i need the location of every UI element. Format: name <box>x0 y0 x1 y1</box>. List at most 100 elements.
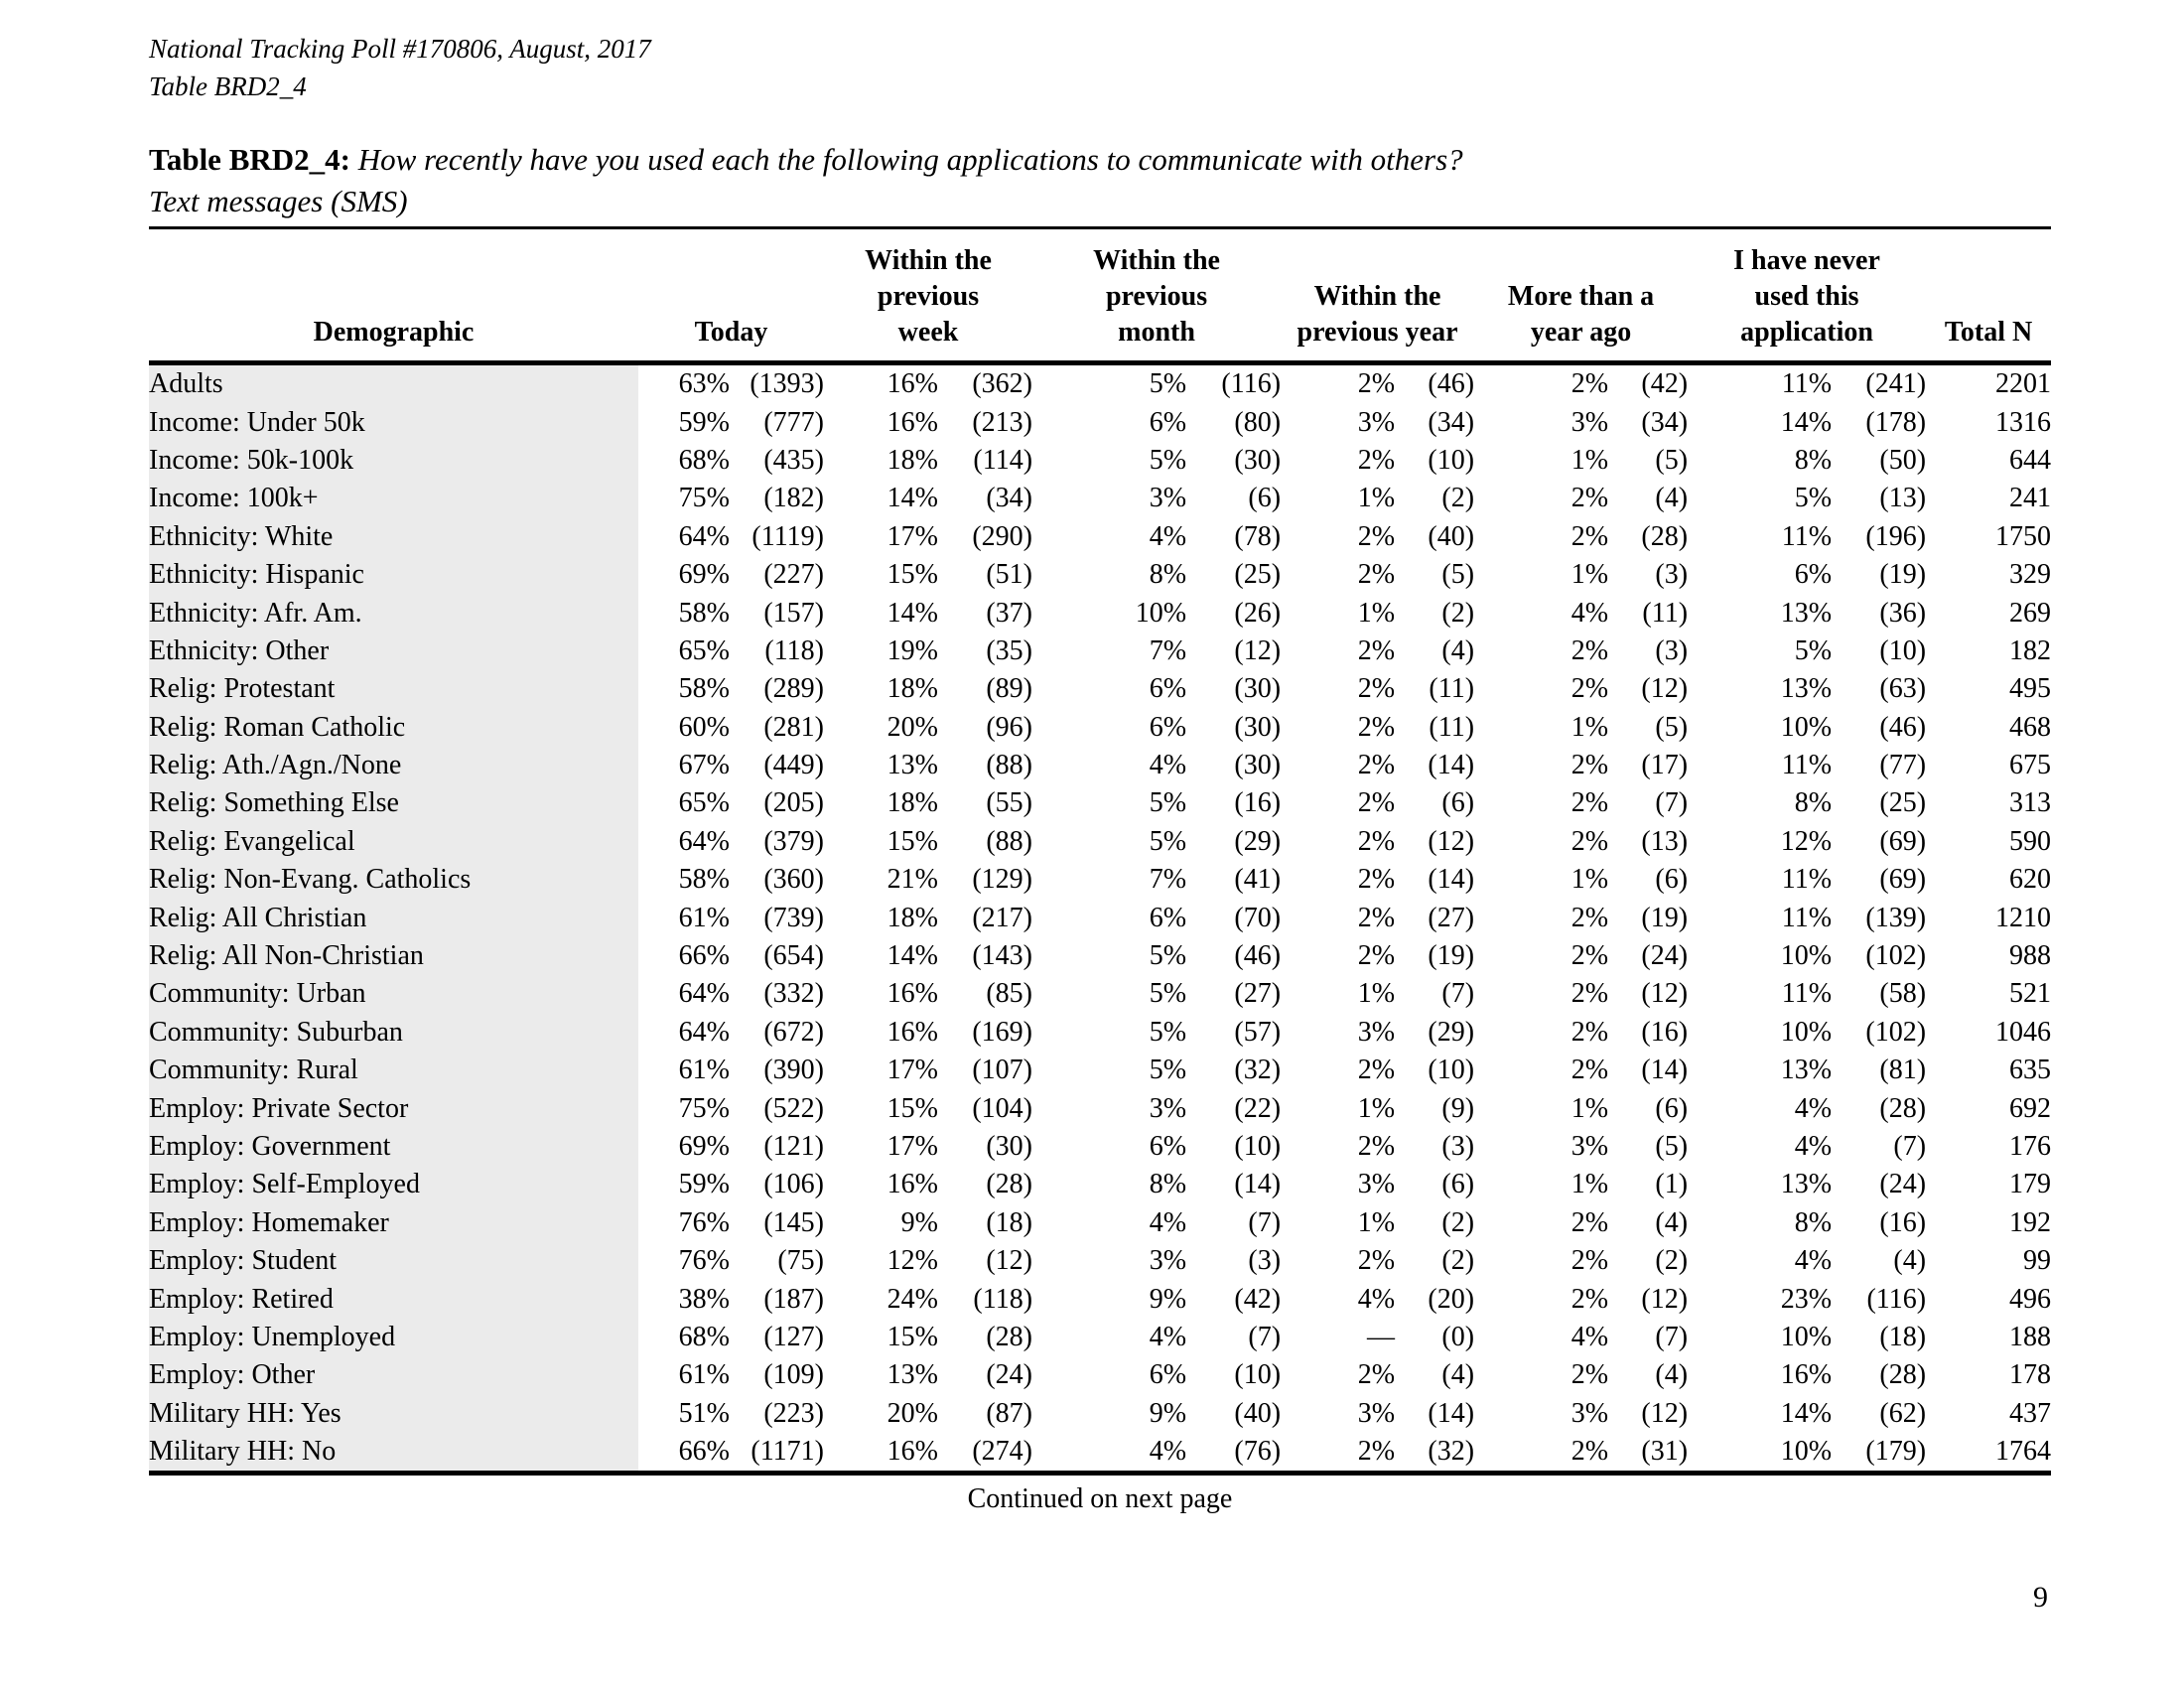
moreyear-n: (2) <box>1655 1245 1689 1277</box>
moreyear-n: (42) <box>1641 368 1689 400</box>
year-n: (6) <box>1441 787 1475 819</box>
moreyear-pct: 3% <box>1570 1131 1609 1162</box>
year-pct: 1% <box>1357 597 1396 629</box>
month-pct: 4% <box>1149 1206 1187 1238</box>
never-n: (4) <box>1893 1245 1927 1277</box>
today-n: (118) <box>764 634 824 666</box>
never-pct: 14% <box>1780 406 1833 438</box>
never-n: (178) <box>1865 406 1927 438</box>
week-n: (55) <box>986 787 1033 819</box>
moreyear-pct: 4% <box>1570 597 1609 629</box>
week-pct: 12% <box>887 1245 938 1277</box>
year-n: (27) <box>1428 902 1475 933</box>
week-n: (30) <box>986 1131 1033 1162</box>
week-pct: 16% <box>887 1169 938 1200</box>
table-row: Income: 50k-100k 68% (435) 18% (114) 5% (30) 2%… <box>149 441 2051 481</box>
table-row: Employ: Homemaker 76% (145) 9% (18) 4% (7) 1% (2… <box>149 1203 2051 1242</box>
month-n: (116) <box>1221 368 1282 400</box>
total-n: 313 <box>2009 787 2052 819</box>
week-n: (217) <box>972 902 1033 933</box>
year-pct: 3% <box>1357 406 1396 438</box>
total-n: 620 <box>2009 864 2052 896</box>
today-n: (106) <box>763 1169 824 1200</box>
today-n: (223) <box>763 1397 824 1429</box>
today-n: (227) <box>763 559 824 591</box>
never-pct: 10% <box>1780 1016 1833 1048</box>
today-n: (1393) <box>750 368 824 400</box>
total-n: 329 <box>2009 559 2052 591</box>
table-row: Employ: Retired 38% (187) 24% (118) 9% (42) 4% (… <box>149 1280 2051 1319</box>
never-n: (19) <box>1879 559 1927 591</box>
moreyear-n: (6) <box>1655 1092 1689 1124</box>
total-n: 437 <box>2009 1397 2052 1429</box>
today-n: (289) <box>763 673 824 705</box>
total-n: 1210 <box>1995 902 2052 933</box>
header-more-than-year: More than a year ago <box>1507 281 1655 348</box>
table-row: Ethnicity: White 64% (1119) 17% (290) 4% (78) 2… <box>149 517 2051 556</box>
year-pct: 4% <box>1357 1283 1396 1315</box>
never-n: (10) <box>1879 634 1927 666</box>
year-pct: 3% <box>1357 1016 1396 1048</box>
year-n: (7) <box>1441 978 1475 1010</box>
moreyear-n: (11) <box>1642 597 1689 629</box>
week-n: (37) <box>986 597 1033 629</box>
moreyear-pct: 1% <box>1570 1092 1609 1124</box>
month-pct: 8% <box>1149 1169 1187 1200</box>
never-n: (63) <box>1879 673 1927 705</box>
week-n: (51) <box>986 559 1033 591</box>
never-n: (28) <box>1879 1359 1927 1391</box>
month-n: (30) <box>1234 750 1282 781</box>
continued-note: Continued on next page <box>967 1483 1233 1515</box>
year-pct: 2% <box>1357 940 1396 972</box>
week-pct: 24% <box>887 1283 938 1315</box>
week-n: (143) <box>972 940 1033 972</box>
today-n: (205) <box>763 787 824 819</box>
moreyear-pct: 2% <box>1570 978 1609 1010</box>
moreyear-n: (12) <box>1641 1397 1689 1429</box>
today-pct: 75% <box>678 1092 730 1124</box>
today-n: (672) <box>763 1016 824 1048</box>
moreyear-pct: 1% <box>1570 1169 1609 1200</box>
table-title-line: Table BRD2_4: How recently have you used… <box>149 139 2055 181</box>
week-n: (18) <box>986 1206 1033 1238</box>
year-pct: 2% <box>1357 673 1396 705</box>
table-row: Relig: Evangelical 64% (379) 15% (88) 5% (29) 2… <box>149 822 2051 862</box>
demographic-label: Relig: All Christian <box>149 899 638 937</box>
demographic-label: Military HH: No <box>149 1432 638 1474</box>
table-row: Ethnicity: Hispanic 69% (227) 15% (51) 8% (25)… <box>149 555 2052 595</box>
never-pct: 11% <box>1781 864 1833 896</box>
year-n: (14) <box>1428 1397 1475 1429</box>
never-n: (139) <box>1865 902 1927 933</box>
year-n: (29) <box>1428 1016 1475 1048</box>
never-pct: 6% <box>1794 559 1833 591</box>
week-pct: 18% <box>887 673 938 705</box>
month-n: (80) <box>1234 406 1282 438</box>
month-pct: 9% <box>1149 1397 1187 1429</box>
week-pct: 18% <box>887 902 938 933</box>
never-n: (196) <box>1865 520 1927 552</box>
table-row: Employ: Self-Employed 59% (106) 16% (28) 8% (1… <box>149 1166 2051 1204</box>
month-n: (27) <box>1234 978 1282 1010</box>
month-n: (16) <box>1234 787 1282 819</box>
demographic-label: Relig: Something Else <box>149 784 638 823</box>
never-n: (179) <box>1865 1436 1927 1468</box>
demographic-label: Income: Under 50k <box>149 403 638 442</box>
today-pct: 51% <box>678 1397 730 1429</box>
moreyear-pct: 2% <box>1570 1283 1609 1315</box>
header-previous-month: Within the previous month <box>1093 245 1220 348</box>
month-n: (41) <box>1234 864 1282 896</box>
table-row: Employ: Unemployed 68% (127) 15% (28) 4% (7) — (… <box>149 1318 2051 1357</box>
today-n: (1119) <box>751 520 824 552</box>
month-n: (42) <box>1234 1283 1282 1315</box>
never-n: (18) <box>1879 1321 1927 1352</box>
week-n: (104) <box>972 1092 1033 1124</box>
week-pct: 16% <box>887 1016 938 1048</box>
table-row: Relig: All Non-Christian 66% (654) 14% (143)… <box>149 936 2051 976</box>
moreyear-n: (6) <box>1655 864 1689 896</box>
demographic-label: Relig: Ath./Agn./None <box>149 746 638 785</box>
never-n: (25) <box>1879 787 1927 819</box>
table-title-prefix: Table BRD2_4: <box>149 142 350 177</box>
month-pct: 5% <box>1149 825 1187 857</box>
month-n: (7) <box>1248 1321 1282 1352</box>
today-n: (281) <box>763 711 824 743</box>
